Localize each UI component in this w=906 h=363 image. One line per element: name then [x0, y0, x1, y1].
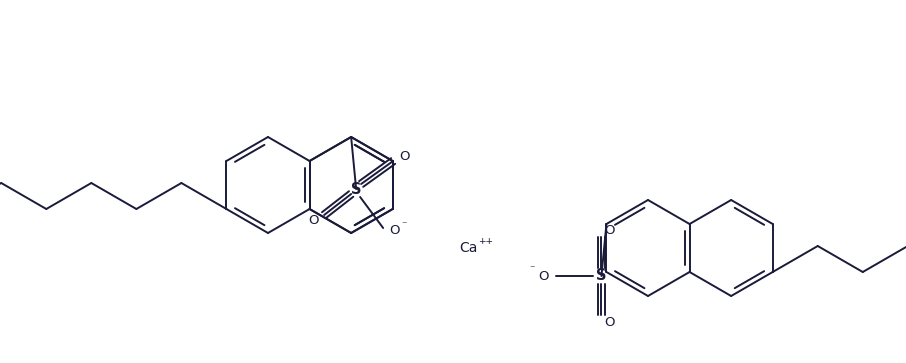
Text: Ca: Ca — [458, 241, 477, 255]
Text: S: S — [596, 269, 607, 284]
Text: O: O — [308, 213, 318, 227]
Text: S: S — [351, 182, 361, 196]
Text: O: O — [399, 150, 410, 163]
Text: ++: ++ — [478, 237, 494, 245]
Text: ⁻: ⁻ — [401, 220, 407, 230]
Text: ⁻: ⁻ — [530, 264, 535, 274]
Text: O: O — [538, 269, 549, 282]
Text: O: O — [604, 315, 614, 329]
Text: O: O — [604, 224, 614, 237]
Text: O: O — [389, 224, 400, 237]
